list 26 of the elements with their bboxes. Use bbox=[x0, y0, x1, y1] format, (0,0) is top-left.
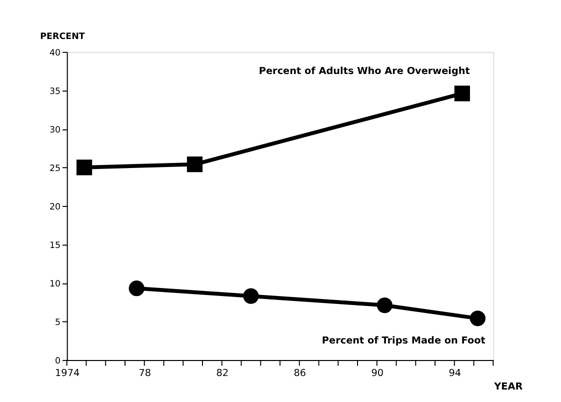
x-tick-label: 82 bbox=[216, 368, 229, 379]
x-tick-label: 90 bbox=[371, 368, 384, 379]
point bbox=[376, 297, 392, 314]
point bbox=[454, 86, 470, 102]
series-label: Percent of Adults Who Are Overweight bbox=[258, 66, 470, 78]
series-label: Percent of Trips Made on Foot bbox=[322, 336, 486, 347]
y-tick-label: 35 bbox=[49, 86, 61, 97]
y-tick-label: 20 bbox=[49, 202, 61, 212]
point bbox=[76, 160, 92, 176]
x-tick-label: 86 bbox=[294, 368, 306, 379]
y-tick-label: 15 bbox=[49, 240, 61, 251]
x-tick-label: 1974 bbox=[55, 368, 80, 379]
y-tick-label: 40 bbox=[49, 48, 61, 58]
x-tick-label: 94 bbox=[448, 368, 462, 379]
point bbox=[128, 280, 144, 296]
y-tick-label: 30 bbox=[49, 125, 61, 136]
y-tick-label: 0 bbox=[54, 356, 61, 366]
point bbox=[470, 310, 486, 326]
point bbox=[186, 156, 203, 172]
point bbox=[243, 288, 259, 304]
y-axis-title: PERCENT bbox=[40, 32, 85, 42]
x-axis-title: YEAR bbox=[493, 382, 524, 393]
y-tick-label: 5 bbox=[54, 318, 61, 328]
y-tick-label: 10 bbox=[49, 279, 61, 290]
x-tick-label: 78 bbox=[138, 368, 152, 379]
y-tick-label: 25 bbox=[49, 164, 61, 174]
